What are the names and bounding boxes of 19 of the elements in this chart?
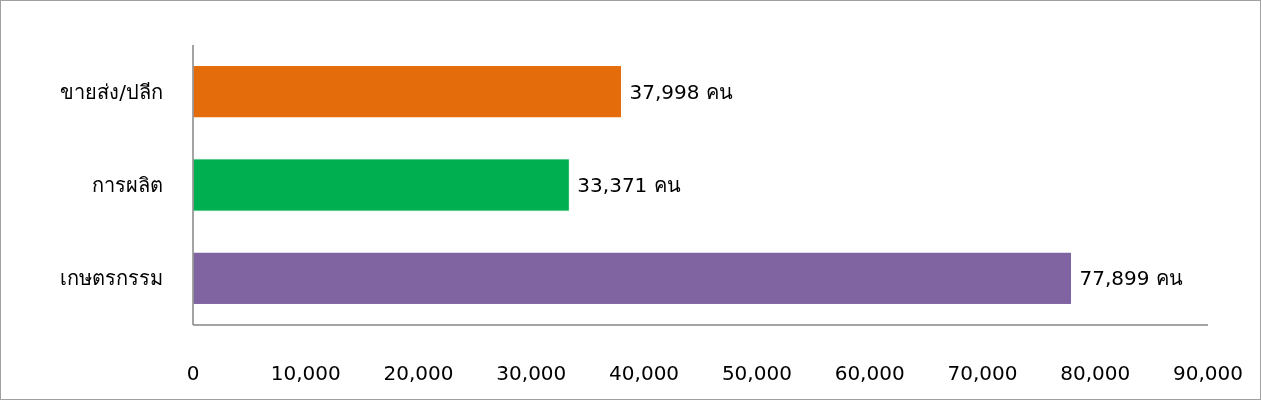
x-tick-label: 50,000 (721, 361, 792, 385)
x-tick-label: 20,000 (383, 361, 454, 385)
x-tick-label: 40,000 (609, 361, 680, 385)
y-tick-label: การผลิต (92, 173, 163, 197)
x-tick-label: 30,000 (496, 361, 567, 385)
x-tick-label: 0 (186, 361, 200, 385)
x-tick-label: 10,000 (270, 361, 341, 385)
bar (192, 65, 623, 119)
bar (192, 158, 570, 212)
y-tick-label: เกษตรกรรม (60, 266, 163, 291)
data-label: 37,998 คน (629, 79, 733, 104)
data-label: 77,899 คน (1079, 266, 1183, 291)
bar (192, 251, 1073, 305)
data-label: 33,371 คน (577, 173, 681, 197)
x-tick-label: 90,000 (1173, 361, 1243, 385)
x-tick-label: 80,000 (1060, 361, 1131, 385)
x-tick-label: 70,000 (947, 361, 1018, 385)
x-tick-label: 60,000 (834, 361, 905, 385)
y-tick-label: ขายส่ง/ปลีก (60, 79, 163, 104)
